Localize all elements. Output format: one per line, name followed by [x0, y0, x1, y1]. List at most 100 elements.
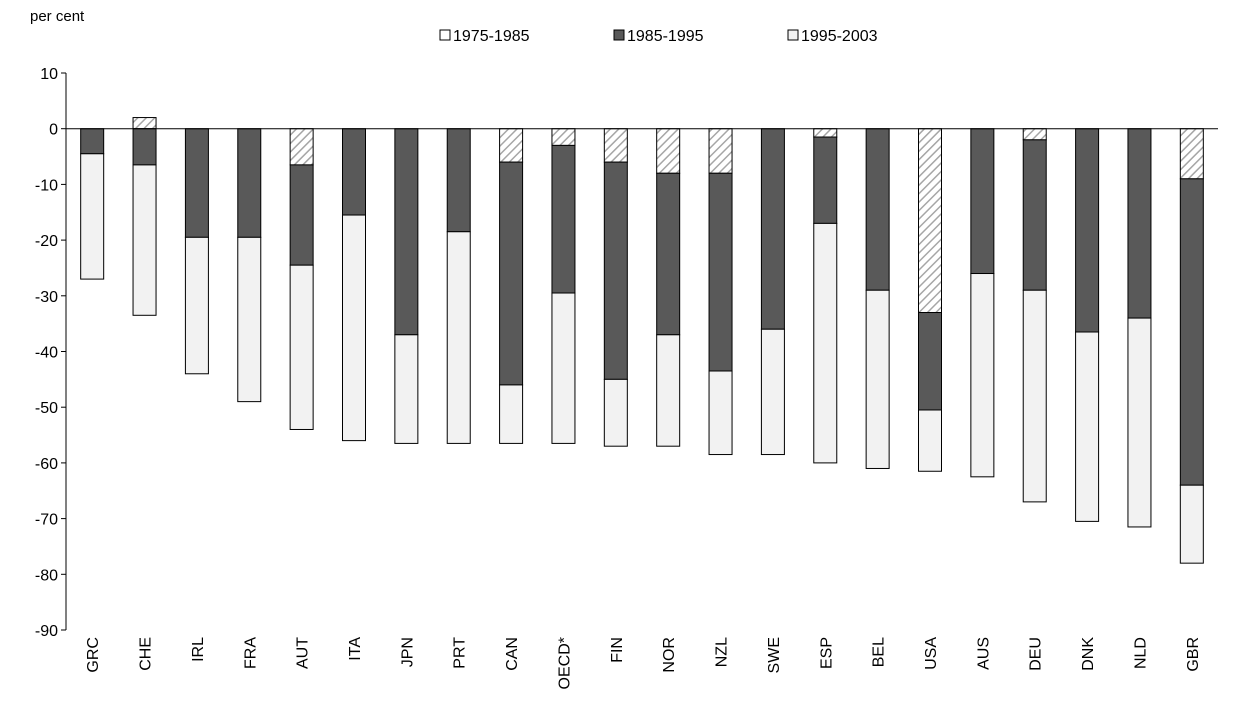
legend-swatch — [787, 29, 799, 41]
bar-1985-1995 — [708, 172, 733, 372]
bar-1985-1995 — [184, 128, 209, 238]
bar-1995-2003 — [551, 292, 576, 444]
bar-1975-1985 — [918, 128, 942, 314]
legend-label: 1995-2003 — [801, 28, 878, 45]
bar-1975-1985 — [1022, 128, 1047, 141]
bar-1985-1995 — [1022, 139, 1047, 291]
x-tick-label: NLD — [1132, 637, 1149, 669]
bar-group — [603, 128, 628, 447]
bar-1985-1995 — [603, 161, 628, 380]
bar-1985-1995 — [918, 312, 942, 411]
x-tick-label: AUS — [975, 637, 992, 670]
legend-label: 1985-1995 — [627, 28, 704, 45]
bar-1985-1995 — [970, 128, 995, 275]
bar-1985-1995 — [1075, 128, 1100, 333]
y-tick-label: -50 — [35, 400, 58, 417]
bar-1985-1995 — [237, 128, 262, 238]
legend-swatch — [439, 29, 451, 41]
x-tick-label: ESP — [818, 637, 835, 669]
x-tick-label: FRA — [242, 637, 259, 669]
bar-group — [1075, 128, 1100, 522]
bar-1995-2003 — [394, 334, 419, 444]
bar-1985-1995 — [499, 161, 524, 386]
bar-group — [760, 128, 785, 456]
bar-1985-1995 — [132, 128, 157, 166]
bar-group — [184, 128, 209, 375]
bar-1995-2003 — [1127, 317, 1152, 528]
bar-group — [237, 128, 262, 403]
y-tick-label: -10 — [35, 177, 58, 194]
bar-group — [289, 128, 314, 430]
bar-1995-2003 — [342, 214, 366, 442]
bar-1995-2003 — [656, 334, 681, 447]
bar-group — [970, 128, 995, 478]
y-tick-label: 10 — [40, 66, 58, 83]
bar-1995-2003 — [918, 409, 942, 472]
bar-1995-2003 — [1022, 289, 1047, 503]
bar-1995-2003 — [970, 273, 995, 478]
bar-group — [499, 128, 524, 444]
bar-1975-1985 — [289, 128, 314, 166]
y-tick-label: -60 — [35, 456, 58, 473]
bar-group — [813, 128, 838, 464]
y-tick-label: -70 — [35, 512, 58, 529]
x-tick-label: CHE — [138, 637, 155, 671]
legend-label: 1975-1985 — [453, 28, 530, 45]
bar-1975-1985 — [551, 128, 576, 146]
y-tick-label: -80 — [35, 567, 58, 584]
bar-group — [551, 128, 576, 444]
x-tick-label: GRC — [85, 637, 102, 673]
bars — [80, 117, 1204, 564]
bar-1995-2003 — [132, 164, 157, 316]
y-tick-label: -40 — [35, 345, 58, 362]
legend-swatch — [613, 29, 625, 41]
bar-1975-1985 — [656, 128, 681, 174]
x-tick-label: NZL — [714, 637, 731, 667]
bar-1985-1995 — [289, 164, 314, 266]
bar-group — [1022, 128, 1047, 503]
y-tick-label: 0 — [49, 122, 58, 139]
bar-1995-2003 — [760, 328, 785, 456]
bar-1975-1985 — [708, 128, 733, 174]
bar-1985-1995 — [394, 128, 419, 336]
unit-label: per cent — [30, 8, 85, 25]
bar-1995-2003 — [184, 236, 209, 375]
x-tick-label: GBR — [1185, 637, 1202, 672]
x-tick-label: OECD* — [556, 637, 573, 689]
bar-group — [865, 128, 890, 469]
bar-1985-1995 — [551, 144, 576, 294]
bar-1985-1995 — [656, 172, 681, 336]
bar-1995-2003 — [708, 370, 733, 456]
x-tick-label: NOR — [661, 637, 678, 673]
bar-1995-2003 — [813, 222, 838, 464]
bar-1975-1985 — [499, 128, 524, 163]
bar-1995-2003 — [1179, 484, 1204, 564]
bar-1995-2003 — [446, 231, 471, 444]
bar-1995-2003 — [603, 378, 628, 447]
bar-group — [80, 128, 105, 280]
y-tick-label: -30 — [35, 289, 58, 306]
x-tick-label: DNK — [1080, 637, 1097, 671]
bar-1985-1995 — [80, 128, 105, 155]
x-tick-label: BEL — [871, 637, 888, 667]
x-tick-label: ITA — [347, 637, 364, 661]
bar-group — [708, 128, 733, 456]
bar-1985-1995 — [760, 128, 785, 330]
bar-group — [656, 128, 681, 447]
bar-1985-1995 — [813, 136, 838, 224]
bar-1995-2003 — [1075, 331, 1100, 522]
bar-1995-2003 — [289, 264, 314, 430]
bar-1975-1985 — [1179, 128, 1204, 180]
bar-1975-1985 — [603, 128, 628, 163]
bar-1975-1985 — [813, 128, 838, 138]
x-tick-label: IRL — [190, 637, 207, 662]
bar-group — [132, 117, 157, 316]
axes: 10 0 -10 -20 -30 -40 -50 -60 -70 -80 -90 GRC CHE IRL F… — [35, 66, 1218, 689]
bar-group — [1179, 128, 1204, 564]
bar-1975-1985 — [132, 117, 157, 130]
bar-group — [342, 128, 366, 442]
x-tick-label: SWE — [766, 637, 783, 673]
y-tick-label: -20 — [35, 233, 58, 250]
x-tick-label: USA — [923, 637, 940, 670]
